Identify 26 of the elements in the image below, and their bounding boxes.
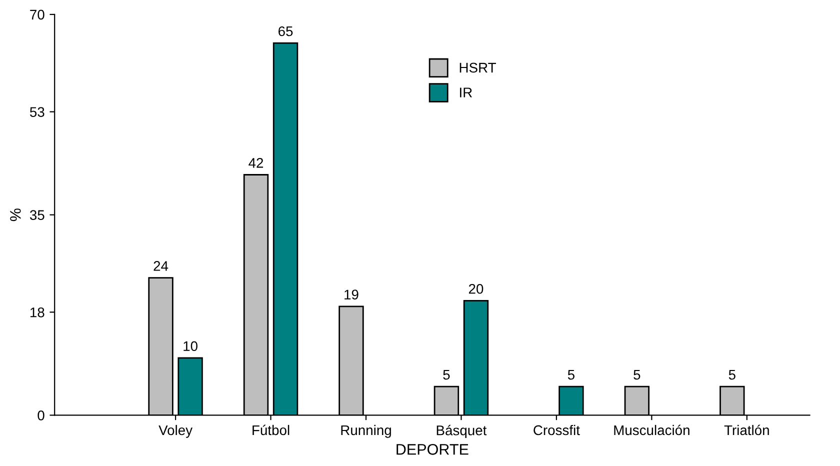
y-tick-label: 0 — [38, 410, 44, 420]
data-label: 24 — [154, 261, 168, 271]
x-tick-label: Voley — [158, 424, 193, 438]
y-tick-label: 18 — [30, 307, 44, 318]
y-tick-label: 70 — [30, 10, 44, 20]
x-tick-label: Musculación — [614, 424, 690, 436]
data-label: 5 — [443, 370, 450, 380]
x-tick-label: Triatlón — [724, 424, 769, 436]
data-label: 5 — [568, 370, 574, 380]
data-label: 19 — [344, 290, 358, 300]
data-label: 5 — [634, 370, 640, 380]
x-tick-label: Básquet — [436, 424, 487, 438]
y-tick-label: 35 — [30, 210, 44, 220]
x-tick-label: Crossfit — [534, 424, 580, 436]
legend-label: HSRT — [460, 62, 496, 73]
data-label: 42 — [248, 158, 264, 168]
x-tick-label: Running — [341, 424, 391, 438]
data-label: 10 — [184, 341, 198, 352]
data-label: 20 — [468, 284, 484, 294]
y-tick-label: 53 — [30, 107, 44, 117]
x-tick-label: Fútbol — [252, 424, 290, 436]
y-axis-title: % — [10, 208, 21, 222]
x-axis-title: DEPORTE — [396, 444, 468, 455]
data-label: 5 — [728, 370, 736, 380]
legend-label: IR — [460, 88, 472, 98]
data-label: 65 — [278, 26, 293, 36]
